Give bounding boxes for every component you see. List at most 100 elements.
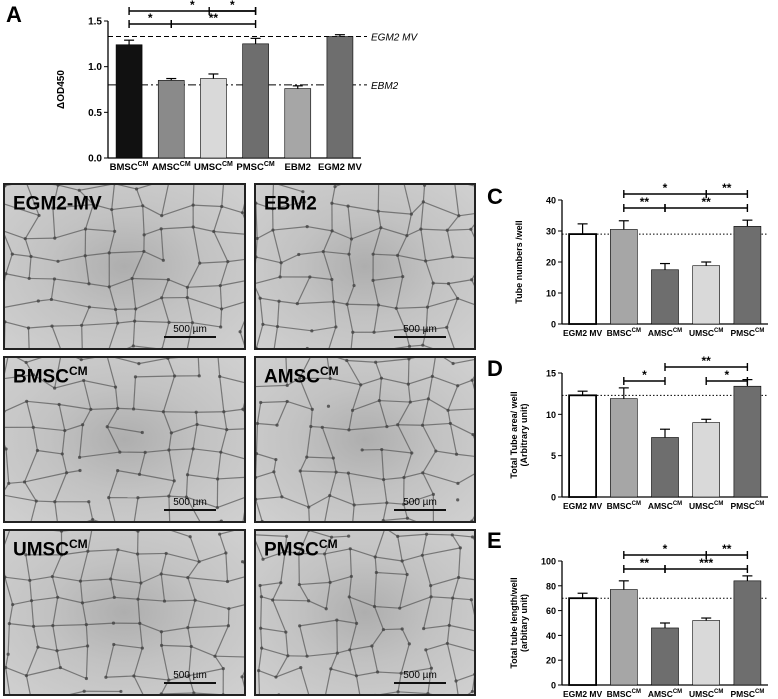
- vessel-segment: [132, 376, 137, 409]
- vessel-segment: [351, 227, 382, 240]
- vessel-node: [77, 188, 81, 192]
- vessel-segment: [37, 646, 58, 652]
- vessel-segment: [371, 629, 384, 647]
- vessel-segment: [78, 189, 94, 205]
- vessel-segment: [371, 645, 379, 673]
- vessel-segment: [311, 326, 336, 332]
- scale-bar: 500 µm: [164, 324, 216, 338]
- vessel-segment: [426, 533, 453, 536]
- vessel-segment: [375, 556, 403, 562]
- vessel-segment: [199, 261, 228, 264]
- vessel-node: [219, 450, 223, 454]
- vessel-node: [450, 533, 454, 537]
- vessel-node: [375, 670, 380, 674]
- y-tick-label: 1.0: [88, 62, 102, 73]
- y-tick-label: 0: [551, 320, 556, 330]
- category-label: UMSCCM: [194, 161, 233, 173]
- significance-label: *: [663, 181, 668, 195]
- y-axis-label: Total tube length/well: [509, 577, 519, 668]
- vessel-segment: [349, 645, 373, 651]
- vessel-segment: [161, 279, 169, 299]
- vessel-node: [328, 580, 332, 584]
- micrograph-bmsc-cm: BMSCCM 500 µm: [3, 356, 246, 523]
- vessel-segment: [51, 325, 61, 348]
- vessel-node: [82, 689, 86, 693]
- vessel-node: [330, 201, 334, 205]
- vessel-segment: [193, 204, 222, 208]
- vessel-segment: [161, 204, 194, 217]
- scale-bar: 500 µm: [394, 670, 446, 684]
- vessel-node: [133, 375, 138, 379]
- vessel-node: [470, 689, 474, 694]
- vessel-node: [164, 551, 168, 556]
- vessel-node: [374, 693, 376, 694]
- vessel-segment: [449, 624, 474, 632]
- vessel-segment: [23, 450, 38, 483]
- vessel-segment: [329, 575, 352, 583]
- vessel-segment: [133, 497, 139, 521]
- vessel-segment: [133, 408, 164, 413]
- vessel-segment: [192, 226, 201, 264]
- vessel-segment: [115, 308, 136, 311]
- micrograph-ebm2: EBM2 500 µm: [254, 183, 476, 350]
- vessel-node: [470, 278, 474, 282]
- vessel-node: [142, 233, 146, 237]
- category-label: BMSCCM: [607, 689, 641, 699]
- vessel-segment: [324, 553, 331, 583]
- vessel-segment: [137, 599, 141, 624]
- vessel-node: [137, 472, 142, 476]
- vessel-node: [7, 622, 11, 626]
- vessel-node: [345, 302, 349, 306]
- vessel-segment: [325, 582, 331, 609]
- vessel-segment: [108, 497, 116, 521]
- vessel-segment: [52, 575, 81, 582]
- vessel-node: [405, 572, 409, 577]
- significance-label: **: [702, 354, 712, 368]
- micrograph-label: EGM2-MV: [13, 193, 102, 215]
- vessel-segment: [114, 358, 140, 365]
- vessel-segment: [186, 322, 194, 348]
- vessel-segment: [24, 215, 40, 239]
- vessel-node: [257, 668, 261, 673]
- vessel-segment: [256, 453, 277, 461]
- vessel-segment: [187, 285, 221, 288]
- vessel-segment: [54, 472, 68, 502]
- vessel-node: [400, 559, 404, 563]
- vessel-segment: [354, 502, 387, 506]
- vessel-segment: [52, 625, 58, 651]
- vessel-segment: [324, 495, 331, 521]
- vessel-segment: [346, 285, 355, 305]
- vessel-segment: [51, 298, 90, 308]
- vessel-node: [385, 424, 389, 429]
- vessel-segment: [399, 596, 432, 609]
- vessel-node: [25, 399, 29, 403]
- category-label: AMSCCM: [648, 501, 682, 511]
- vessel-segment: [131, 278, 137, 309]
- vessel-segment: [308, 507, 310, 521]
- vessel-segment: [36, 500, 55, 503]
- vessel-segment: [24, 238, 32, 257]
- vessel-node: [136, 531, 140, 533]
- vessel-segment: [220, 429, 228, 453]
- vessel-segment: [134, 308, 137, 322]
- vessel-segment: [427, 668, 432, 694]
- vessel-node: [352, 503, 356, 507]
- vessel-segment: [331, 230, 352, 240]
- vessel-segment: [131, 251, 145, 279]
- vessel-node: [277, 299, 281, 303]
- vessel-segment: [372, 227, 382, 255]
- vessel-segment: [51, 554, 63, 577]
- y-tick-label: 0: [551, 681, 556, 691]
- vessel-node: [60, 553, 64, 557]
- vessel-segment: [5, 230, 26, 240]
- vessel-node: [107, 285, 111, 289]
- vessel-node: [185, 295, 189, 300]
- vessel-segment: [111, 205, 143, 211]
- vessel-segment: [383, 476, 405, 481]
- vessel-segment: [59, 403, 91, 410]
- vessel-segment: [331, 279, 335, 302]
- vessel-segment: [137, 553, 142, 584]
- vessel-node: [138, 621, 142, 625]
- vessel-node: [471, 432, 474, 437]
- vessel-segment: [241, 212, 244, 219]
